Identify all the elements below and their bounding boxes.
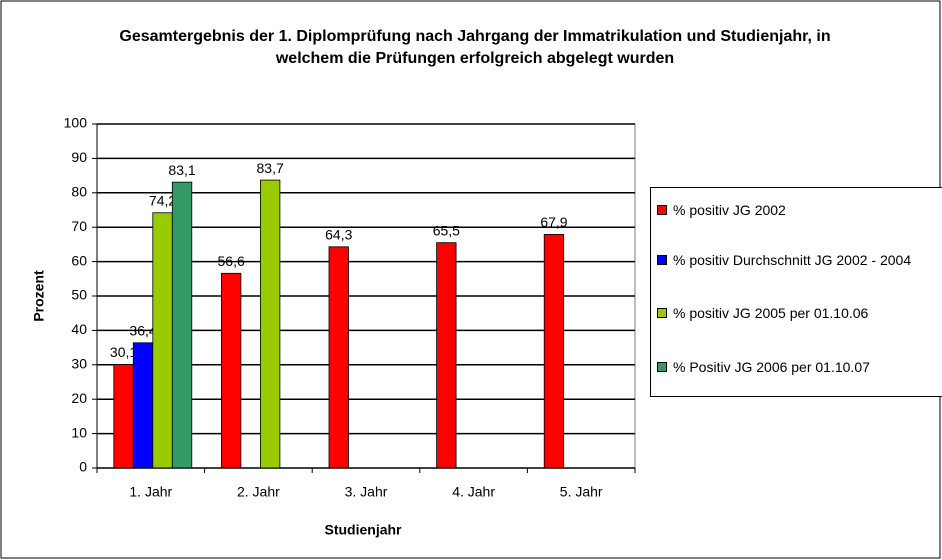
bar — [543, 234, 565, 469]
legend: % positiv JG 2002 % positiv Durchschnitt … — [650, 187, 942, 397]
legend-entry: % positiv JG 2002 — [657, 200, 939, 221]
y-tick-label: 30 — [71, 356, 87, 372]
x-tick-label: 4. Jahr — [452, 484, 495, 500]
legend-label: % positiv JG 2002 — [673, 202, 786, 218]
value-label: 56,6 — [218, 253, 245, 269]
value-label: 74,2 — [149, 192, 176, 208]
legend-swatch — [657, 308, 667, 318]
y-tick-label: 100 — [64, 115, 88, 131]
y-tick-label: 10 — [71, 424, 87, 440]
y-tick-label: 0 — [79, 459, 87, 475]
bar — [113, 364, 134, 469]
legend-label: % positiv JG 2005 per 01.10.06 — [673, 305, 869, 321]
legend-label: % Positiv JG 2006 per 01.10.07 — [673, 359, 870, 375]
x-tick-label: 1. Jahr — [129, 484, 172, 500]
y-tick-label: 80 — [71, 184, 87, 200]
value-label: 83,7 — [257, 160, 284, 176]
value-label: 36,4 — [129, 322, 156, 338]
y-tick-label: 40 — [71, 321, 87, 337]
legend-label: % positiv Durchschnitt JG 2002 - 2004 — [673, 252, 912, 268]
legend-swatch — [657, 362, 667, 372]
legend-entry: % positiv JG 2005 per 01.10.06 — [657, 303, 939, 324]
value-label: 83,1 — [168, 162, 195, 178]
value-label: 65,5 — [433, 222, 460, 238]
x-axis-label: Studienjahr — [324, 522, 402, 538]
y-tick-label: 50 — [71, 287, 87, 303]
value-label: 67,9 — [540, 214, 567, 230]
x-tick-label: 2. Jahr — [237, 484, 280, 500]
bar — [152, 212, 173, 469]
bar — [220, 272, 242, 469]
legend-entry: % Positiv JG 2006 per 01.10.07 — [657, 357, 939, 378]
x-tick-label: 5. Jahr — [560, 484, 603, 500]
y-tick-label: 70 — [71, 218, 87, 234]
value-label: 30,1 — [110, 344, 137, 360]
y-axis-label: Prozent — [31, 270, 47, 322]
value-label: 64,3 — [325, 227, 352, 243]
y-tick-label: 90 — [71, 149, 87, 165]
chart-title: Gesamtergebnis der 1. Diplomprüfung nach… — [119, 28, 831, 67]
legend-entry: % positiv Durchschnitt JG 2002 - 2004 — [657, 250, 939, 271]
x-tick-label: 3. Jahr — [345, 484, 388, 500]
bar — [171, 181, 193, 469]
bar — [436, 242, 457, 469]
legend-swatch — [657, 255, 667, 265]
y-tick-label: 20 — [71, 390, 87, 406]
legend-swatch — [657, 205, 667, 215]
y-tick-label: 60 — [71, 252, 87, 268]
bar — [259, 179, 281, 469]
bar — [132, 342, 154, 469]
bar — [328, 246, 349, 469]
